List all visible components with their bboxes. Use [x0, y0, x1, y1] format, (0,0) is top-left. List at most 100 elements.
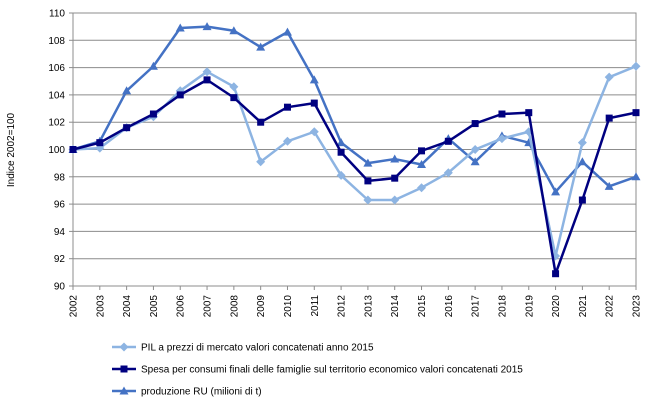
- x-tick-label: 2012: [337, 295, 348, 318]
- x-tick-label: 2021: [578, 295, 589, 318]
- data-point-marker: [364, 177, 372, 185]
- x-tick-label: 2008: [229, 295, 240, 318]
- data-point-marker: [417, 183, 427, 193]
- x-tick-label: 2020: [551, 295, 562, 318]
- x-tick-label: 2013: [363, 295, 374, 318]
- data-point-marker: [69, 146, 77, 153]
- y-tick-label: 98: [54, 172, 66, 183]
- legend: PIL a prezzi di mercato valori concatena…: [112, 342, 523, 398]
- series-3: [68, 22, 641, 196]
- x-tick-label: 2010: [283, 295, 294, 318]
- series-layer: [68, 22, 641, 278]
- x-tick-label: 2019: [524, 295, 535, 318]
- x-tick-label: 2014: [390, 295, 401, 318]
- data-point-marker: [552, 270, 560, 278]
- y-tick-label: 110: [49, 9, 65, 20]
- data-point-marker: [577, 157, 587, 166]
- data-point-marker: [203, 76, 211, 84]
- series-line: [72, 25, 637, 194]
- data-point-marker: [282, 27, 292, 36]
- x-tick-label: 2002: [69, 295, 80, 318]
- legend-label: Spesa per consumi finali delle famiglie …: [141, 365, 523, 376]
- data-point-marker: [337, 148, 345, 156]
- data-point-marker: [497, 134, 507, 144]
- y-tick-label: 90: [54, 282, 66, 293]
- data-point-marker: [229, 26, 239, 35]
- data-point-marker: [418, 147, 426, 155]
- data-point-marker: [363, 158, 373, 167]
- y-tick-label: 100: [48, 145, 65, 156]
- y-axis-title: Indice 2002=100: [6, 112, 17, 187]
- data-point-marker: [605, 114, 613, 122]
- y-tick-label: 106: [48, 63, 65, 74]
- legend-label: PIL a prezzi di mercato valori concatena…: [141, 343, 374, 354]
- x-tick-label: 2018: [497, 295, 508, 318]
- data-point-marker: [257, 118, 265, 126]
- y-tick-label: 92: [54, 254, 66, 265]
- data-point-marker: [256, 42, 266, 51]
- data-point-marker: [309, 127, 319, 137]
- data-point-marker: [417, 160, 427, 169]
- data-point-marker: [282, 136, 292, 146]
- data-point-marker: [631, 172, 641, 181]
- legend-item: PIL a prezzi di mercato valori concatena…: [112, 342, 374, 354]
- data-point-marker: [202, 67, 212, 77]
- legend-label: produzione RU (milioni di t): [141, 387, 262, 398]
- y-tick-label: 94: [54, 227, 66, 238]
- data-point-marker: [604, 72, 614, 82]
- x-tick-label: 2015: [417, 295, 428, 318]
- y-tick-label: 104: [48, 90, 65, 101]
- x-tick-label: 2017: [471, 295, 482, 318]
- data-point-marker: [470, 157, 480, 166]
- x-tick-label: 2016: [444, 295, 455, 318]
- x-tick-label: 2003: [95, 295, 106, 318]
- legend-item: produzione RU (milioni di t): [112, 386, 262, 398]
- x-tick-label: 2022: [605, 295, 616, 318]
- legend-marker: [119, 386, 129, 395]
- series-line: [72, 78, 637, 275]
- data-point-marker: [309, 75, 319, 84]
- data-point-marker: [578, 196, 586, 204]
- series-2: [69, 76, 640, 278]
- y-axis-ticks: 90 92 94 96 98 100 102 104 106 108 110: [48, 9, 73, 293]
- x-tick-label: 2007: [203, 295, 214, 318]
- data-point-marker: [391, 174, 399, 182]
- data-point-marker: [470, 145, 480, 154]
- y-tick-label: 102: [48, 118, 65, 129]
- data-point-marker: [230, 94, 238, 102]
- data-point-marker: [604, 181, 614, 190]
- series-1: [68, 61, 641, 261]
- data-point-marker: [390, 154, 400, 163]
- data-point-marker: [336, 170, 346, 180]
- gridlines: [73, 39, 636, 260]
- data-point-marker: [96, 139, 104, 147]
- data-point-marker: [122, 86, 132, 95]
- data-point-marker: [229, 82, 239, 92]
- data-point-marker: [471, 120, 479, 128]
- data-point-marker: [551, 187, 561, 196]
- legend-item: Spesa per consumi finali delle famiglie …: [112, 365, 523, 376]
- data-point-marker: [283, 103, 291, 111]
- x-tick-label: 2023: [632, 295, 643, 318]
- data-point-marker: [149, 110, 157, 118]
- data-point-marker: [444, 137, 452, 145]
- data-point-marker: [176, 91, 184, 99]
- x-tick-label: 2011: [310, 295, 321, 317]
- x-tick-label: 2005: [149, 295, 160, 318]
- x-tick-label: 2006: [176, 295, 187, 318]
- data-point-marker: [310, 99, 318, 107]
- data-point-marker: [443, 168, 453, 178]
- data-point-marker: [632, 109, 640, 117]
- x-tick-label: 2004: [122, 295, 133, 318]
- data-point-marker: [123, 124, 131, 132]
- data-point-marker: [148, 61, 158, 70]
- legend-marker: [119, 342, 129, 352]
- data-point-marker: [175, 23, 185, 32]
- data-point-marker: [390, 195, 400, 205]
- data-point-marker: [202, 22, 212, 31]
- data-point-marker: [525, 109, 533, 117]
- x-axis-ticks: 2002 2003 2004 2005 2006 2007 2008 2009 2010 2011…: [69, 286, 643, 317]
- data-point-marker: [363, 195, 373, 205]
- y-tick-label: 108: [48, 36, 65, 47]
